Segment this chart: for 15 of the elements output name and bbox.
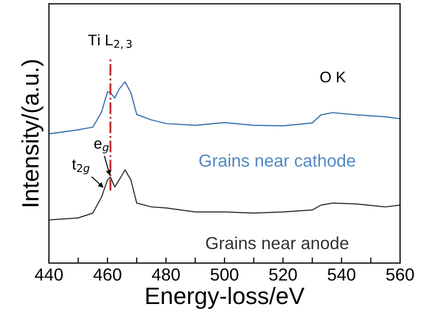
series-label: Grains near cathode bbox=[199, 154, 356, 167]
x-tick-label: 520 bbox=[269, 268, 297, 281]
x-tick-label: 540 bbox=[328, 268, 356, 281]
annotation: O K bbox=[320, 72, 346, 82]
series-label: Grains near anode bbox=[206, 236, 348, 250]
annotation: e$_{g}$ bbox=[94, 140, 109, 154]
x-tick-label: 460 bbox=[93, 268, 122, 281]
annotation: Ti L$_{2,3}$ bbox=[88, 34, 132, 50]
y-axis-title: Intensity/(a.u.) bbox=[21, 60, 44, 206]
x-tick-label: 560 bbox=[386, 268, 414, 281]
annotation: t$_{2g}$ bbox=[72, 160, 90, 174]
x-tick-label: 500 bbox=[210, 268, 238, 281]
x-axis-title: Energy-loss/eV bbox=[146, 286, 304, 309]
x-tick-label: 480 bbox=[152, 268, 180, 281]
x-tick-label: 440 bbox=[34, 268, 63, 281]
